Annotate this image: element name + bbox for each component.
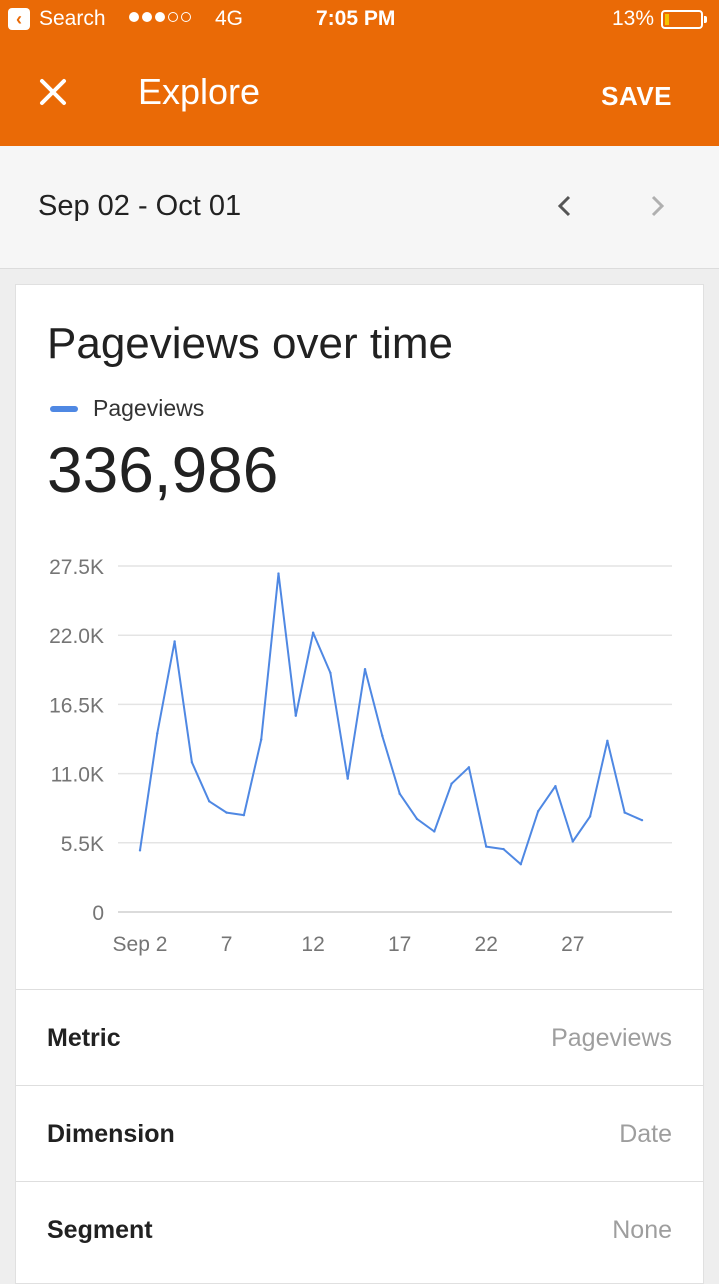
date-range-bar: Sep 02 - Oct 01 — [0, 146, 719, 269]
data-point — [415, 817, 419, 821]
data-point — [259, 738, 263, 741]
data-point — [640, 818, 644, 822]
data-point — [450, 782, 453, 785]
setting-label: Metric — [47, 1024, 121, 1052]
chart-title: Pageviews over time — [47, 319, 453, 368]
data-point — [606, 739, 609, 743]
data-point — [156, 732, 159, 735]
data-point — [277, 572, 280, 575]
save-button[interactable]: SAVE — [601, 81, 672, 111]
data-point — [138, 849, 142, 852]
network-type: 4G — [215, 7, 244, 30]
x-tick-label: 22 — [475, 933, 498, 956]
setting-value: Date — [619, 1120, 672, 1148]
next-range-button[interactable] — [644, 193, 670, 219]
x-tick-label: 27 — [561, 933, 584, 956]
setting-row-metric[interactable]: Metric Pageviews — [16, 989, 703, 1086]
page-title: Explore — [138, 71, 261, 112]
pageviews-card: Pageviews over time Pageviews 336,986 0 5… — [15, 284, 704, 1284]
back-arrow-icon[interactable]: ‹ — [8, 8, 30, 30]
data-point — [242, 813, 246, 817]
data-point — [398, 792, 401, 795]
pageviews-line-chart: 0 5.5K 11.0K 16.5K 22.0K 27.5K Sep 2 7 12 17 22 27 — [49, 556, 672, 956]
setting-value: Pageviews — [551, 1024, 672, 1052]
status-bar: ‹ Search 4G 7:05 PM 13% — [0, 0, 719, 40]
chart-legend: Pageviews — [50, 395, 204, 422]
data-point — [588, 815, 592, 818]
y-tick-label: 11.0K — [51, 764, 104, 787]
y-tick-label: 16.5K — [49, 694, 104, 717]
previous-range-button[interactable] — [552, 193, 578, 219]
battery-icon — [661, 10, 707, 29]
data-point — [294, 714, 297, 717]
date-range-label[interactable]: Sep 02 - Oct 01 — [38, 190, 242, 222]
legend-label: Pageviews — [93, 395, 205, 421]
app-bar: Explore SAVE — [0, 40, 719, 146]
total-pageviews: 336,986 — [47, 434, 279, 506]
data-point — [363, 667, 367, 671]
y-tick-label: 0 — [92, 902, 104, 925]
data-point — [554, 784, 557, 788]
clock: 7:05 PM — [316, 7, 396, 30]
x-tick-label: 12 — [301, 933, 324, 956]
close-button[interactable] — [36, 75, 70, 109]
setting-row-dimension[interactable]: Dimension Date — [16, 1085, 703, 1182]
y-tick-label: 5.5K — [61, 833, 104, 856]
data-point — [208, 800, 211, 803]
y-tick-label: 22.0K — [49, 625, 104, 648]
back-to-app-label[interactable]: Search — [39, 7, 106, 30]
data-point — [381, 734, 384, 738]
data-point — [623, 811, 626, 814]
x-tick-label: 17 — [388, 933, 411, 956]
close-icon — [40, 79, 66, 105]
data-point — [329, 671, 332, 675]
data-point — [311, 631, 315, 634]
data-point — [173, 640, 176, 643]
data-point — [225, 811, 228, 814]
data-point — [519, 862, 523, 866]
data-point — [346, 777, 349, 780]
data-point — [571, 840, 574, 843]
chevron-right-icon — [651, 195, 665, 217]
signal-strength-icon — [129, 12, 191, 22]
battery-percent: 13% — [612, 7, 655, 30]
data-point — [536, 810, 540, 813]
legend-swatch — [50, 405, 78, 412]
x-tick-label: 7 — [221, 933, 233, 956]
y-tick-label: 27.5K — [49, 556, 104, 579]
x-tick-label: Sep 2 — [113, 933, 168, 956]
setting-label: Segment — [47, 1216, 153, 1244]
series-line-pageviews — [139, 572, 643, 866]
setting-value: None — [612, 1216, 672, 1244]
setting-row-segment[interactable]: Segment None — [16, 1181, 703, 1278]
data-point — [190, 761, 194, 764]
data-point — [485, 845, 488, 848]
setting-label: Dimension — [47, 1120, 175, 1148]
data-point — [433, 830, 436, 833]
chevron-left-icon — [557, 195, 571, 217]
data-point — [467, 766, 471, 769]
data-point — [502, 847, 505, 851]
